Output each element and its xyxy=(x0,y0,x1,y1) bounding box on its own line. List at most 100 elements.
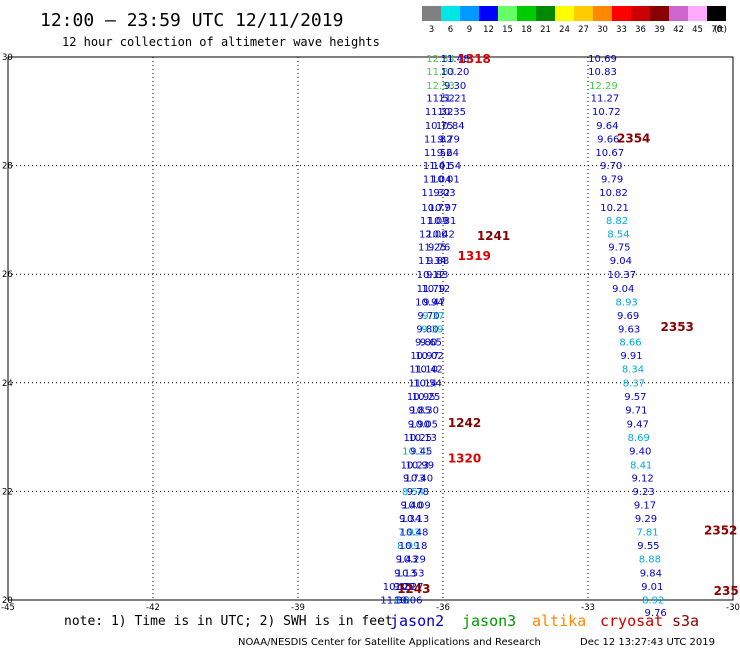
pass-number-label: 2353 xyxy=(661,320,694,334)
wave-height-value: 10.02 xyxy=(415,351,444,362)
x-tick-label: -39 xyxy=(291,603,305,613)
wave-height-value: 9.79 xyxy=(438,134,460,145)
legend-swatch xyxy=(441,6,460,21)
wave-height-value: 10.84 xyxy=(436,121,465,132)
wave-height-value: 9.88 xyxy=(427,256,449,267)
wave-height-value: 10.54 xyxy=(413,378,442,389)
chart-title: 12:00 – 23:59 UTC 12/11/2019 xyxy=(40,10,343,31)
grid-lines xyxy=(7,56,734,601)
wave-height-value: 10.25 xyxy=(404,433,433,444)
legend-label: 42 xyxy=(673,25,684,35)
wave-height-value: 11.27 xyxy=(591,94,620,105)
wave-height-value: 10.75 xyxy=(425,121,454,132)
wave-height-value: 9.04 xyxy=(610,256,632,267)
legend-swatch xyxy=(631,6,650,21)
mission-label: jason3 xyxy=(462,612,516,630)
footer-note: note: 1) Time is in UTC; 2) SWH is in fe… xyxy=(64,614,393,629)
wave-height-value: 10.05 xyxy=(409,420,438,431)
wave-height-value: 10.35 xyxy=(437,107,466,118)
wave-height-value: 9.71 xyxy=(625,405,647,416)
legend-label: 45 xyxy=(692,25,703,35)
wave-height-value: 9.79 xyxy=(601,175,623,186)
wave-height-value: 11.36 xyxy=(380,595,409,606)
wave-height-value: 9.76 xyxy=(428,243,450,254)
wave-height-value: 10.27 xyxy=(395,582,424,593)
wave-height-value: 9.64 xyxy=(437,148,459,159)
wave-height-value: 10.06 xyxy=(394,595,423,606)
wave-height-value: 11.32 xyxy=(421,188,450,199)
wave-height-value: 9.65 xyxy=(420,338,442,349)
wave-height-value: 8.54 xyxy=(607,229,629,240)
wave-height-value: 10.37 xyxy=(608,270,637,281)
wave-height-value: 9.47 xyxy=(423,297,445,308)
wave-height-value: 10.67 xyxy=(595,148,624,159)
legend-unit: (ft) xyxy=(714,25,727,35)
pass-number-label: 235 xyxy=(714,584,739,598)
wave-height-value: 9.78 xyxy=(407,487,429,498)
wave-height-value: 10.99 xyxy=(405,460,434,471)
y-tick-label: 30 xyxy=(2,53,13,63)
wave-height-value: 8.99 xyxy=(397,541,419,552)
legend-label: 24 xyxy=(559,25,570,35)
legend-swatch xyxy=(422,6,441,21)
wave-height-value: 8.82 xyxy=(606,216,628,227)
x-tick-label: -42 xyxy=(146,603,160,613)
legend-swatch xyxy=(669,6,688,21)
wave-height-value: 10.42 xyxy=(426,229,455,240)
legend-label: 39 xyxy=(654,25,665,35)
wave-height-value: 9.22 xyxy=(393,582,415,593)
mission-label: s3a xyxy=(672,612,699,630)
wave-height-value: 9.70 xyxy=(600,161,622,172)
legend-swatch xyxy=(612,6,631,21)
wave-height-value: 9.73 xyxy=(403,473,425,484)
wave-height-value: 12.34 xyxy=(426,54,455,65)
wave-height-value: 9.23 xyxy=(632,487,654,498)
y-tick-label: 24 xyxy=(2,379,13,389)
wave-height-value: 8.66 xyxy=(619,338,641,349)
wave-height-value: 10.35 xyxy=(383,582,412,593)
wave-height-value: 10.25 xyxy=(412,392,441,403)
legend-swatch xyxy=(707,6,726,21)
legend-label: 27 xyxy=(578,25,589,35)
wave-height-value: 11.25 xyxy=(418,243,447,254)
wave-height-value: 9.37 xyxy=(422,311,444,322)
wave-height-value: 11.14 xyxy=(408,378,437,389)
legend-label: 6 xyxy=(448,25,453,35)
wave-height-value: 9.57 xyxy=(624,392,646,403)
legend-swatch xyxy=(650,6,669,21)
wave-height-value: 8.37 xyxy=(623,378,645,389)
legend-swatch xyxy=(498,6,517,21)
wave-height-value: 9.64 xyxy=(596,121,618,132)
legend-swatch xyxy=(517,6,536,21)
wave-height-value: 11.52 xyxy=(426,94,455,105)
wave-height-value: 9.83 xyxy=(426,270,448,281)
wave-height-value: 11.10 xyxy=(409,365,438,376)
legend-label: 9 xyxy=(467,25,472,35)
pass-number-label: 1318 xyxy=(458,52,491,66)
wave-height-value: 11.32 xyxy=(425,107,454,118)
wave-height-value: 9.90 xyxy=(408,420,430,431)
footer-timestamp: Dec 12 13:27:43 UTC 2019 xyxy=(580,637,715,648)
wave-height-value: 11.09 xyxy=(420,216,449,227)
wave-height-value: 10.30 xyxy=(410,405,439,416)
wave-height-value: 9.01 xyxy=(641,582,663,593)
wave-height-value: 8.34 xyxy=(622,365,644,376)
pass-number-label: 1320 xyxy=(448,452,481,466)
wave-height-value: 10.77 xyxy=(421,203,450,214)
wave-height-value: 9.80 xyxy=(416,325,438,336)
wave-height-value: 10.12 xyxy=(421,284,450,295)
wave-height-value: 10.72 xyxy=(592,107,621,118)
wave-height-value: 11.83 xyxy=(426,67,455,78)
legend-swatch xyxy=(479,6,498,21)
pass-number-label: 1319 xyxy=(458,249,491,263)
wave-height-value: 9.47 xyxy=(627,420,649,431)
wave-height-value: 9.13 xyxy=(394,568,416,579)
wave-height-value: 9.75 xyxy=(608,243,630,254)
wave-height-value: 9.70 xyxy=(417,311,439,322)
mission-label: jason2 xyxy=(390,612,444,630)
y-tick-label: 26 xyxy=(2,270,13,280)
wave-height-value: 8.41 xyxy=(630,460,652,471)
wave-height-value: 10.69 xyxy=(588,54,617,65)
wave-height-values: 12.34 11.83 12.53 11.52 11.32 10.75 11.82 11.52… xyxy=(380,54,666,619)
wave-height-value: 10.53 xyxy=(396,568,425,579)
